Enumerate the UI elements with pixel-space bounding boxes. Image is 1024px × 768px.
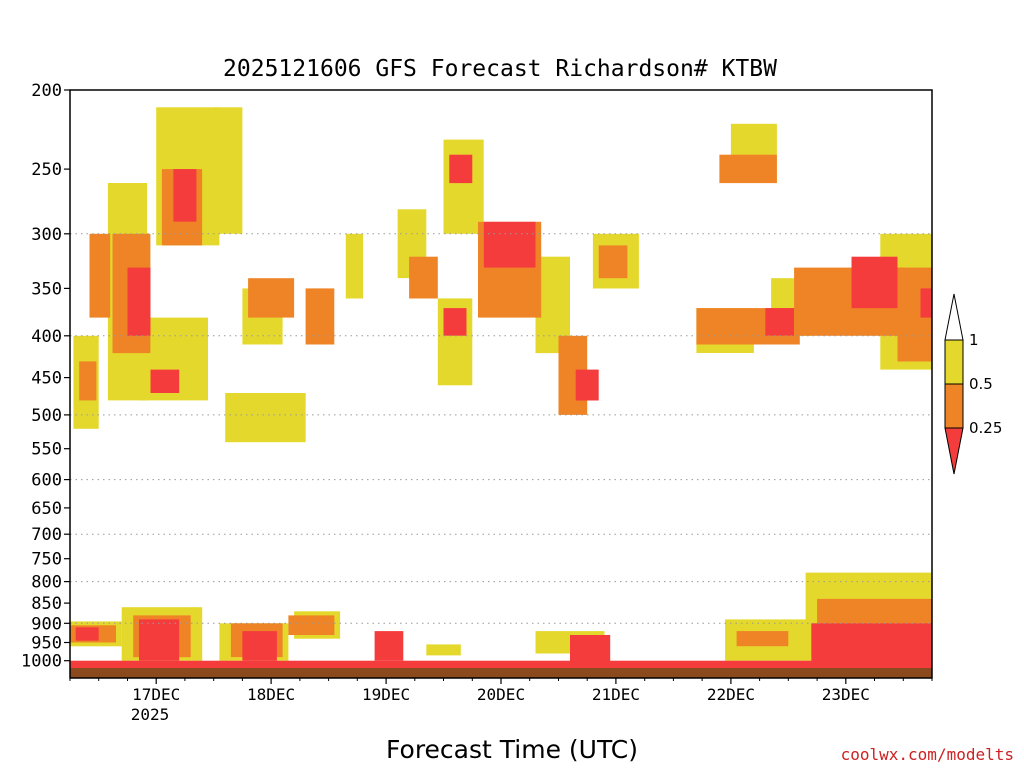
x-tick-label: 23DEC: [822, 685, 870, 704]
y-tick-label: 1000: [21, 652, 62, 672]
heatmap-cell-low: [449, 154, 473, 184]
heatmap-cell-low: [811, 623, 932, 665]
x-tick-label: 18DEC: [247, 685, 295, 704]
y-tick-label: 550: [31, 440, 62, 460]
y-tick-label: 600: [31, 471, 62, 491]
heatmap-cell-mid: [89, 233, 111, 318]
legend-label: 0.5: [969, 375, 993, 393]
x-year-label: 2025: [131, 705, 170, 724]
heatmap-cell-low: [139, 619, 180, 661]
heatmap-cell-mid: [719, 154, 777, 184]
legend-swatch-high: [944, 339, 964, 385]
heatmap-cell-low: [173, 169, 197, 222]
heatmap-cell-high: [443, 139, 484, 234]
heatmap-cell-low: [575, 369, 599, 401]
heatmap-cell-low: [75, 627, 99, 641]
y-tick-label: 450: [31, 369, 62, 389]
y-axis: 200 250 300 350 400 450 500 550 600 650 700 750 8008…: [21, 81, 70, 672]
heatmap-cell-high: [345, 233, 363, 299]
heatmap-cell-low: [150, 369, 180, 393]
y-tick-label: 500: [31, 406, 62, 426]
y-tick-label: 800: [31, 573, 62, 593]
heatmap-layer: [70, 107, 932, 672]
heatmap-cell-low: [374, 631, 404, 661]
y-tick-label: 900: [31, 614, 62, 634]
heatmap-cell-mid: [736, 631, 789, 647]
x-tick-label: 19DEC: [362, 685, 410, 704]
ground-strip: [70, 668, 932, 678]
heatmap-cell-low: [483, 221, 536, 268]
heatmap-cell-high: [426, 644, 461, 656]
y-tick-label: 850: [31, 594, 62, 614]
grid-layer: [70, 233, 932, 624]
heatmap-cell-mid: [288, 615, 335, 635]
heatmap-cell-mid: [598, 245, 628, 279]
legend-swatch-low: [944, 427, 964, 475]
heatmap-cell-high: [225, 393, 306, 443]
x-tick-label: 20DEC: [477, 685, 525, 704]
heatmap-cell-mid: [305, 288, 335, 345]
y-tick-label: 200: [31, 81, 62, 101]
legend: 1 0.5 0.25: [944, 293, 1002, 475]
y-tick-label: 350: [31, 279, 62, 299]
y-tick-label: 250: [31, 160, 62, 180]
heatmap-cell-low: [920, 288, 932, 318]
x-axis-label: Forecast Time (UTC): [386, 735, 638, 764]
y-tick-label: 300: [31, 225, 62, 245]
x-tick-label: 22DEC: [707, 685, 755, 704]
y-tick-label: 750: [31, 550, 62, 570]
y-tick-label: 650: [31, 499, 62, 519]
y-tick-label: 400: [31, 327, 62, 347]
heatmap-cell-low: [765, 308, 794, 336]
heatmap-cell-low: [70, 660, 932, 672]
legend-label: 0.25: [969, 419, 1002, 437]
legend-label: 1: [969, 331, 979, 349]
heatmap-cell-low: [443, 308, 467, 336]
heatmap-cell-mid: [248, 278, 295, 318]
x-tick-label: 17DEC: [132, 685, 180, 704]
legend-swatch-mid: [944, 383, 964, 429]
heatmap-cell-low: [570, 635, 611, 665]
x-axis: 17DEC 18DEC 19DEC 20DEC 21DEC 22DEC 23DEC: [69, 678, 933, 704]
chart-title: 2025121606 GFS Forecast Richardson# KTBW: [223, 56, 777, 82]
heatmap-cell-low: [851, 256, 898, 309]
x-tick-label: 21DEC: [592, 685, 640, 704]
ground-layer: [70, 668, 932, 678]
y-tick-label: 700: [31, 525, 62, 545]
heatmap-cell-mid: [409, 256, 438, 299]
heatmap-cell-low: [127, 267, 151, 336]
heatmap-cell-mid: [79, 361, 97, 401]
credit-text: coolwx.com/modelts: [841, 745, 1014, 764]
heatmap-cell-low: [242, 631, 277, 661]
y-tick-label: 950: [31, 634, 62, 654]
heatmap-cell-high: [213, 107, 243, 234]
